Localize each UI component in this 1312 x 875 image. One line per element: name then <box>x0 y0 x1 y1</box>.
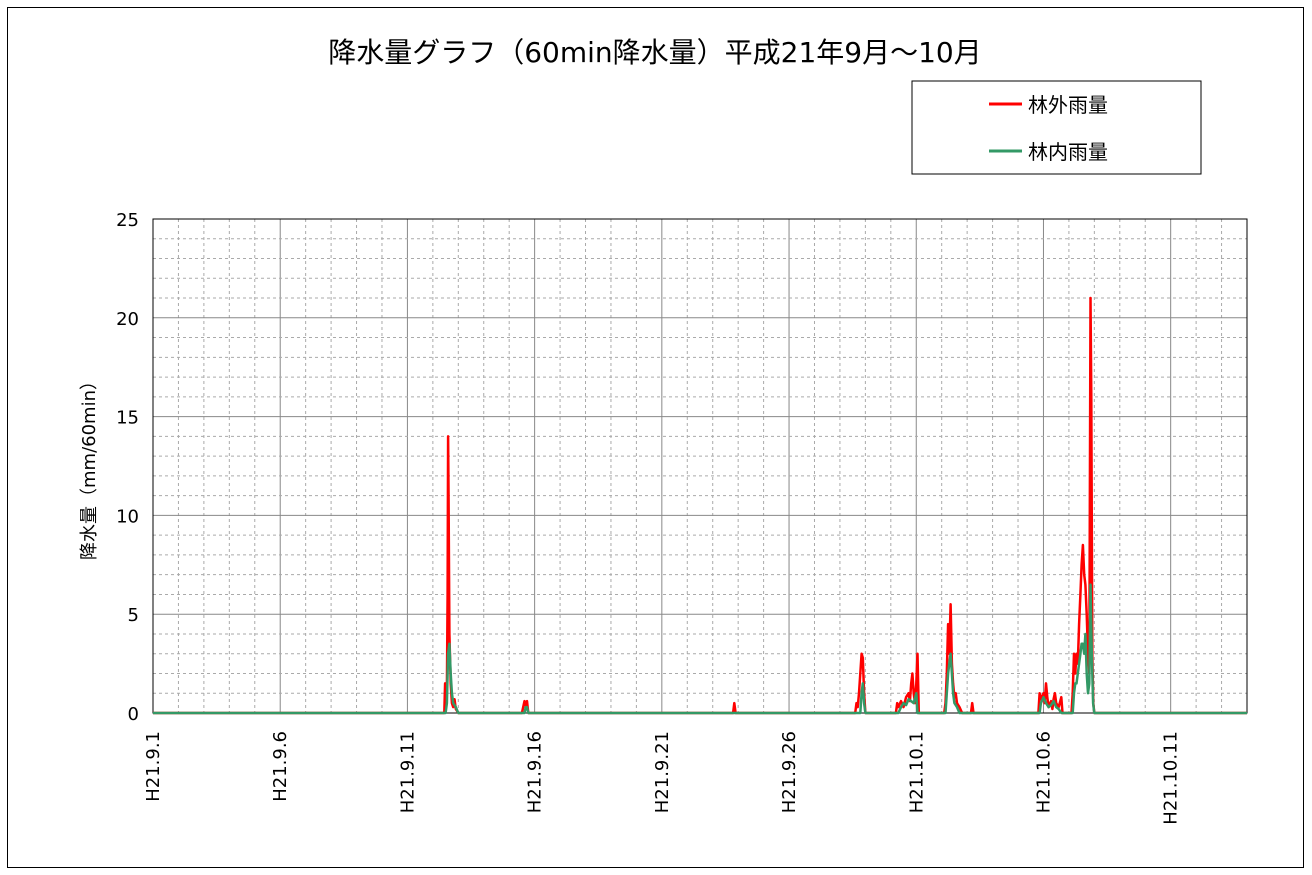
y-tick-label: 5 <box>128 605 139 626</box>
y-axis-ticks: 0 5 10 15 20 25 <box>116 210 139 725</box>
legend: 林外雨量 林内雨量 <box>911 80 1202 175</box>
y-tick-label: 15 <box>116 408 139 429</box>
x-tick-label: H21.9.1 <box>143 731 164 802</box>
series-line-outside <box>153 296 1247 715</box>
y-axis-label: 降水量（mm/60min） <box>79 372 100 560</box>
y-tick-label: 10 <box>116 506 139 527</box>
chart-title: 降水量グラフ（60min降水量）平成21年9月～10月 <box>328 36 982 69</box>
x-tick-label: H21.9.11 <box>397 731 418 813</box>
x-tick-label: H21.10.11 <box>1161 731 1182 825</box>
chart-frame <box>7 7 1304 868</box>
y-tick-label: 20 <box>116 309 139 330</box>
series-layer <box>153 296 1247 715</box>
x-tick-label: H21.10.6 <box>1033 731 1054 813</box>
x-tick-label: H21.9.26 <box>779 731 800 813</box>
series-line-inside <box>153 583 1247 715</box>
x-tick-label: H21.9.21 <box>652 731 673 813</box>
x-tick-label: H21.9.16 <box>525 731 546 813</box>
x-axis-ticks: H21.9.1 H21.9.6 H21.9.11 H21.9.16 H21.9.21 H2… <box>143 731 1182 825</box>
x-tick-label: H21.10.1 <box>906 731 927 813</box>
legend-label-outside: 林外雨量 <box>1028 93 1108 117</box>
grid <box>153 219 1247 713</box>
y-tick-label: 0 <box>128 704 139 725</box>
plot-area <box>152 218 1248 714</box>
y-tick-label: 25 <box>116 210 139 231</box>
legend-label-inside: 林内雨量 <box>1028 140 1108 164</box>
legend-box <box>911 80 1202 175</box>
x-tick-label: H21.9.6 <box>270 731 291 802</box>
